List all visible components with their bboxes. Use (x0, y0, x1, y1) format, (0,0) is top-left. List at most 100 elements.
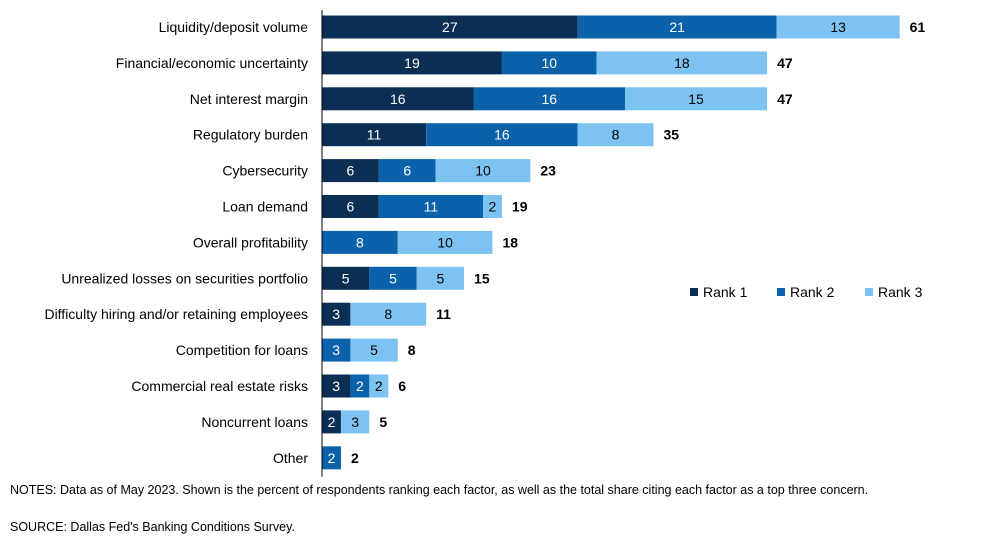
total-label-financial-economic-uncertainty: 47 (777, 55, 793, 71)
data-label-financial-economic-uncertainty-rank-3: 18 (674, 55, 690, 71)
category-label-liquidity-deposit-volume: Liquidity/deposit volume (159, 19, 309, 35)
bar-unrealized-losses-on-securities-portfolio-rank-2 (369, 266, 417, 290)
category-label-competition-for-loans: Competition for loans (176, 342, 308, 358)
data-label-unrealized-losses-on-securities-portfolio-rank-1: 5 (342, 270, 350, 286)
category-label-loan-demand: Loan demand (222, 199, 308, 215)
bar-loan-demand-rank-2 (378, 195, 483, 218)
bar-regulatory-burden-rank-2 (426, 123, 578, 147)
category-label-financial-economic-uncertainty: Financial/economic uncertainty (116, 55, 308, 71)
data-label-net-interest-margin-rank-1: 16 (390, 91, 406, 107)
bar-net-interest-margin-rank-3 (625, 87, 768, 111)
legend-swatch-rank-3 (865, 288, 873, 296)
data-label-net-interest-margin-rank-3: 15 (688, 91, 704, 107)
data-label-net-interest-margin-rank-2: 16 (541, 91, 557, 107)
bar-overall-profitability-rank-2 (322, 230, 398, 254)
bar-commercial-real-estate-risks-rank-3 (369, 374, 389, 398)
total-label-noncurrent-loans: 5 (379, 414, 387, 430)
legend: Rank 1 Rank 2 Rank 3 (690, 284, 923, 300)
category-label-commercial-real-estate-risks: Commercial real estate risks (131, 378, 308, 394)
data-label-loan-demand-rank-2: 11 (424, 199, 439, 215)
bar-cybersecurity-rank-1 (322, 159, 379, 183)
bar-difficulty-hiring-and-or-retaining-employees-rank-3 (350, 302, 427, 326)
bar-financial-economic-uncertainty-rank-1 (322, 51, 502, 75)
total-label-other: 2 (351, 450, 359, 466)
data-label-unrealized-losses-on-securities-portfolio-rank-3: 5 (436, 270, 444, 286)
data-label-other-rank-2: 2 (328, 450, 336, 466)
bar-net-interest-margin-rank-1 (322, 87, 474, 111)
category-label-unrealized-losses-on-securities-portfolio: Unrealized losses on securities portfoli… (61, 270, 308, 286)
data-label-loan-demand-rank-1: 6 (347, 199, 355, 215)
chart-source: SOURCE: Dallas Fed's Banking Conditions … (10, 520, 295, 534)
chart-notes: NOTES: Data as of May 2023. Shown is the… (10, 483, 869, 497)
data-label-liquidity-deposit-volume-rank-2: 21 (669, 19, 685, 35)
data-label-cybersecurity-rank-2: 6 (403, 163, 411, 179)
total-label-overall-profitability: 18 (502, 234, 518, 250)
data-label-noncurrent-loans-rank-1: 2 (328, 414, 336, 430)
bar-regulatory-burden-rank-1 (322, 123, 427, 147)
category-label-difficulty-hiring-and-or-retaining-employees: Difficulty hiring and/or retaining emplo… (44, 306, 308, 322)
total-label-cybersecurity: 23 (540, 163, 556, 179)
legend-swatch-rank-1 (690, 288, 698, 296)
data-label-commercial-real-estate-risks-rank-1: 3 (332, 378, 340, 394)
bar-noncurrent-loans-rank-3 (340, 410, 370, 434)
category-label-net-interest-margin: Net interest margin (190, 91, 308, 107)
data-label-regulatory-burden-rank-2: 16 (494, 127, 510, 143)
data-label-commercial-real-estate-risks-rank-3: 2 (375, 378, 383, 394)
data-label-loan-demand-rank-3: 2 (489, 199, 497, 215)
bar-commercial-real-estate-risks-rank-2 (350, 374, 370, 398)
data-label-financial-economic-uncertainty-rank-1: 19 (404, 55, 420, 71)
data-label-financial-economic-uncertainty-rank-2: 10 (541, 55, 557, 71)
data-label-regulatory-burden-rank-3: 8 (612, 127, 620, 143)
legend-label-rank-1: Rank 1 (703, 284, 748, 300)
category-label-cybersecurity: Cybersecurity (222, 163, 308, 179)
bar-loan-demand-rank-1 (322, 195, 379, 218)
total-label-difficulty-hiring-and-or-retaining-employees: 11 (436, 306, 451, 322)
category-label-regulatory-burden: Regulatory burden (193, 127, 308, 143)
bar-other-rank-2 (322, 446, 341, 470)
data-label-liquidity-deposit-volume-rank-1: 27 (442, 19, 458, 35)
data-label-overall-profitability-rank-3: 10 (437, 234, 453, 250)
data-label-difficulty-hiring-and-or-retaining-employees-rank-1: 3 (332, 306, 340, 322)
bars-group: Liquidity/deposit volume 27 21 13 61Financia… (44, 15, 926, 470)
legend-label-rank-3: Rank 3 (878, 284, 923, 300)
total-label-commercial-real-estate-risks: 6 (398, 378, 406, 394)
bar-unrealized-losses-on-securities-portfolio-rank-1 (322, 266, 370, 290)
bar-loan-demand-rank-3 (482, 195, 502, 218)
total-label-regulatory-burden: 35 (663, 127, 679, 143)
bar-commercial-real-estate-risks-rank-1 (322, 374, 351, 398)
bar-noncurrent-loans-rank-1 (322, 410, 341, 434)
bar-liquidity-deposit-volume-rank-2 (577, 15, 777, 39)
data-label-competition-for-loans-rank-3: 5 (370, 342, 378, 358)
legend-swatch-rank-2 (777, 288, 785, 296)
total-label-competition-for-loans: 8 (408, 342, 416, 358)
legend-label-rank-2: Rank 2 (790, 284, 835, 300)
category-label-noncurrent-loans: Noncurrent loans (201, 414, 308, 430)
bar-competition-for-loans-rank-3 (350, 338, 398, 362)
category-label-overall-profitability: Overall profitability (193, 234, 308, 250)
total-label-loan-demand: 19 (512, 199, 528, 215)
bar-difficulty-hiring-and-or-retaining-employees-rank-1 (322, 302, 351, 326)
data-label-cybersecurity-rank-1: 6 (347, 163, 355, 179)
data-label-regulatory-burden-rank-1: 11 (367, 127, 382, 143)
data-label-noncurrent-loans-rank-3: 3 (351, 414, 359, 430)
bar-unrealized-losses-on-securities-portfolio-rank-3 (416, 266, 465, 290)
data-label-unrealized-losses-on-securities-portfolio-rank-2: 5 (389, 270, 397, 286)
bar-cybersecurity-rank-3 (435, 159, 531, 183)
bar-financial-economic-uncertainty-rank-2 (501, 51, 597, 75)
bar-cybersecurity-rank-2 (378, 159, 436, 183)
bar-competition-for-loans-rank-2 (322, 338, 351, 362)
bar-regulatory-burden-rank-3 (577, 123, 654, 147)
data-label-commercial-real-estate-risks-rank-2: 2 (356, 378, 364, 394)
data-label-competition-for-loans-rank-2: 3 (332, 342, 340, 358)
bar-net-interest-margin-rank-2 (473, 87, 626, 111)
bar-financial-economic-uncertainty-rank-3 (596, 51, 768, 75)
data-label-liquidity-deposit-volume-rank-3: 13 (830, 19, 846, 35)
bar-overall-profitability-rank-3 (397, 230, 493, 254)
total-label-liquidity-deposit-volume: 61 (910, 19, 926, 35)
bar-liquidity-deposit-volume-rank-1 (322, 15, 578, 39)
total-label-unrealized-losses-on-securities-portfolio: 15 (474, 270, 490, 286)
data-label-cybersecurity-rank-3: 10 (475, 163, 491, 179)
data-label-overall-profitability-rank-2: 8 (356, 234, 364, 250)
stacked-bar-chart: Liquidity/deposit volume 27 21 13 61Financia… (44, 10, 926, 477)
total-label-net-interest-margin: 47 (777, 91, 793, 107)
